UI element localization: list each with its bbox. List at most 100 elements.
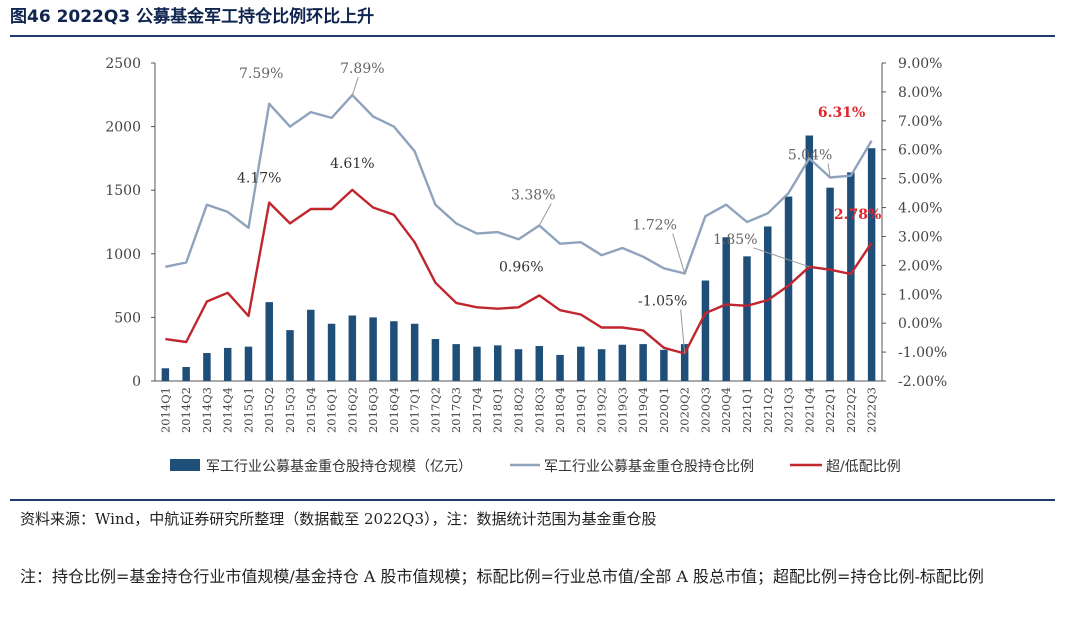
right-tick-label: 3.00% [898,229,942,245]
right-tick-label: 7.00% [898,114,942,130]
x-tick-label: 2019Q4 [636,387,650,433]
annotation-leader [827,163,831,178]
bar [514,349,523,381]
bar [597,349,606,381]
annotation-label: 6.31% [818,105,865,121]
x-tick-label: 2017Q4 [470,387,484,433]
bar [826,187,834,381]
bar [867,148,876,381]
x-tick-label: 2020Q3 [698,387,712,433]
bar [452,344,460,381]
x-tick-label: 2020Q1 [657,387,671,433]
annotation-leader [672,233,686,274]
right-tick-label: 4.00% [898,201,942,217]
left-tick-label: 1500 [105,183,141,199]
x-tick-label: 2014Q3 [200,387,214,433]
x-tick-label: 2015Q1 [241,387,255,433]
holding-ratio-line [165,93,873,275]
bar [701,280,710,381]
left-tick-label: 0 [132,374,141,390]
legend-label: 军工行业公募基金重仓股持仓比例 [544,458,754,475]
annotation-label: 4.61% [330,156,374,172]
bar [847,172,855,381]
x-tick-label: 2022Q2 [844,387,858,433]
right-tick-label: 0.00% [898,316,942,332]
x-tick-label: 2016Q4 [387,387,401,433]
x-tick-label: 2021Q4 [802,387,816,433]
bar [556,354,564,381]
left-tick-label: 2000 [105,120,141,136]
x-tick-label: 2017Q2 [428,387,442,433]
x-tick-label: 2015Q2 [262,387,276,433]
bar [618,344,627,381]
right-tick-label: -2.00% [898,374,947,390]
annotation-label: 1.85% [713,232,757,248]
annotation-label: 1.72% [632,217,676,233]
bar [473,346,481,381]
x-tick-label: 2017Q1 [408,387,422,433]
annotation-label: -1.05% [638,294,687,310]
annotation-leader [538,203,552,226]
bar [348,315,357,381]
x-tick-label: 2019Q1 [574,387,588,433]
bar [431,339,440,381]
source-text: 资料来源：Wind，中航证券研究所整理（数据截至 2022Q3），注：数据统计范… [20,510,657,528]
right-tick-label: 2.00% [898,258,942,274]
bar [369,317,377,381]
legend-swatch-bar [170,459,200,471]
right-tick-label: 8.00% [898,85,942,101]
right-tick-label: 1.00% [898,287,942,303]
right-tick-label: -1.00% [898,345,947,361]
x-tick-label: 2021Q2 [761,387,775,433]
note-text: 注：持仓比例=基金持仓行业市值规模/基金持仓 A 股市值规模；标配比例=行业总市… [20,567,984,586]
x-tick-label: 2014Q4 [221,387,235,433]
x-tick-label: 2018Q2 [512,387,526,433]
x-tick-label: 2018Q1 [491,387,505,433]
bar [764,226,772,381]
bar [182,367,190,381]
bar [203,353,211,381]
annotation-label: 7.59% [239,66,283,82]
bar [390,321,398,381]
x-tick-label: 2017Q3 [449,387,463,433]
bar [784,196,793,381]
left-tick-label: 2500 [105,56,141,72]
bar [307,309,315,381]
overweight-ratio-line [165,188,873,355]
left-tick-label: 1000 [105,247,141,263]
annotation-leader [351,76,359,96]
legend-label: 超/低配比例 [826,459,901,475]
bar [265,302,273,381]
annotation-label: 5.04% [788,147,832,163]
x-tick-label: 2020Q2 [678,387,692,433]
bar [743,256,751,381]
x-tick-label: 2022Q3 [865,387,879,433]
right-tick-label: 5.00% [898,172,942,188]
bar [535,346,544,381]
annotation-label: 2.78% [834,207,881,223]
annotation-label: 7.89% [340,61,384,77]
x-tick-label: 2018Q3 [532,387,546,433]
x-tick-label: 2019Q2 [595,387,609,433]
right-tick-label: 9.00% [898,56,942,72]
bar [639,344,647,381]
annotation-label: 0.96% [499,259,543,275]
bar [286,330,294,381]
x-tick-label: 2021Q3 [782,387,796,433]
x-tick-label: 2014Q1 [158,387,172,433]
bar [493,345,502,381]
combo-chart: 0 500 1000 1500 2000 2500 -2.00% -1.00% 0.00% 1.0… [105,56,947,475]
bar [327,323,336,381]
bar [244,346,253,381]
x-tick-label: 2016Q1 [325,387,339,433]
bar [805,135,814,381]
x-tick-label: 2022Q1 [823,387,837,433]
bar [161,368,170,381]
bar [722,237,730,381]
x-tick-label: 2021Q1 [740,387,754,433]
bottom-divider [10,499,1055,501]
legend-label: 军工行业公募基金重仓股持仓规模（亿元） [206,458,472,475]
bar [577,346,585,381]
x-tick-label: 2015Q3 [283,387,297,433]
x-tick-label: 2014Q2 [179,387,193,433]
